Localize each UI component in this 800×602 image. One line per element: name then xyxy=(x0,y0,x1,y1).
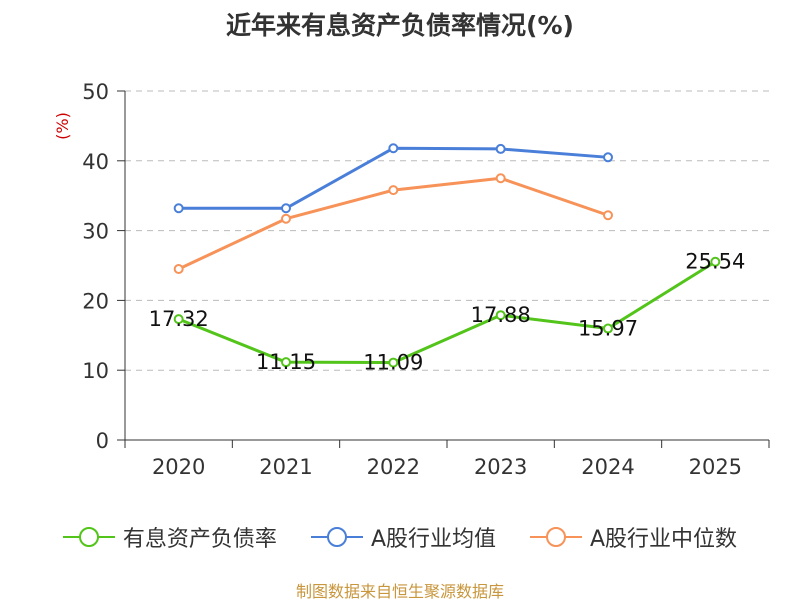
y-tick-label: 10 xyxy=(82,359,109,383)
data-point xyxy=(495,143,506,154)
legend-item: 有息资产负债率 xyxy=(62,521,277,553)
y-tick-label: 30 xyxy=(82,220,109,244)
data-point xyxy=(388,357,399,368)
y-tick-label: 20 xyxy=(82,289,109,313)
data-point xyxy=(495,173,506,184)
legend-swatch xyxy=(310,527,363,547)
legend-item: A股行业中位数 xyxy=(530,521,737,553)
legend-item: A股行业均值 xyxy=(310,521,496,553)
data-label: 11.15 xyxy=(256,350,316,374)
series-line xyxy=(178,260,717,365)
x-tick-label: 2021 xyxy=(259,455,312,479)
data-label: 25.54 xyxy=(685,250,745,274)
data-point xyxy=(603,210,613,221)
data-label: 17.32 xyxy=(149,307,209,331)
data-point xyxy=(388,143,399,154)
data-point xyxy=(603,323,613,334)
data-label: 11.09 xyxy=(363,351,423,375)
series-line xyxy=(178,146,609,210)
x-tick-label: 2022 xyxy=(367,455,420,479)
legend: 有息资产负债率 A股行业均值 A股行业中位数 xyxy=(0,519,800,555)
y-tick-label: 50 xyxy=(82,80,109,104)
legend-label: A股行业中位数 xyxy=(590,527,738,552)
y-tick-label: 0 xyxy=(96,429,109,453)
data-point xyxy=(281,203,291,214)
data-label: 15.97 xyxy=(578,317,638,341)
legend-swatch xyxy=(62,527,115,547)
data-label: 17.88 xyxy=(471,303,531,327)
x-tick-label: 2023 xyxy=(474,455,527,479)
data-point xyxy=(281,213,291,224)
data-point xyxy=(281,357,291,368)
legend-label: 有息资产负债率 xyxy=(122,527,277,552)
chart-title: 近年来有息资产负债率情况(%) xyxy=(226,11,574,40)
data-point xyxy=(495,310,506,321)
x-tick-label: 2025 xyxy=(689,455,742,479)
x-tick-label: 2024 xyxy=(581,455,634,479)
y-axis-label: (%) xyxy=(53,112,72,140)
data-point xyxy=(173,314,184,325)
legend-label: A股行业均值 xyxy=(370,527,496,552)
data-point xyxy=(173,203,184,214)
data-point xyxy=(388,185,399,196)
data-point xyxy=(710,256,721,267)
data-point xyxy=(173,263,184,274)
data-point xyxy=(603,152,613,163)
legend-swatch xyxy=(530,527,582,547)
x-tick-label: 2020 xyxy=(152,455,205,479)
y-tick-label: 40 xyxy=(82,150,109,174)
source-note: 制图数据来自恒生聚源数据库 xyxy=(295,582,504,601)
